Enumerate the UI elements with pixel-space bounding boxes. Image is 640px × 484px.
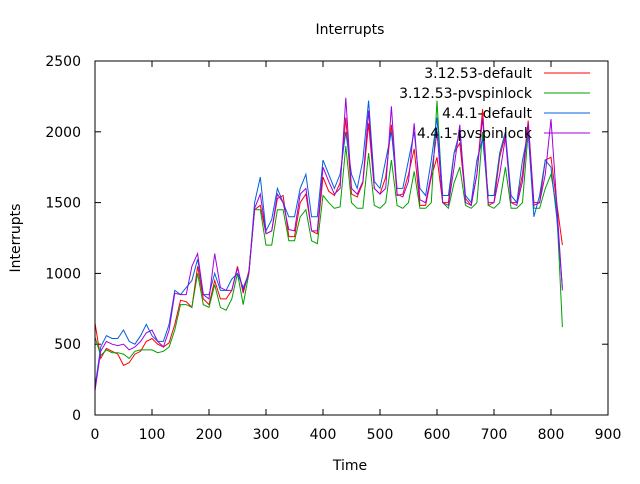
series-group: [94, 97, 563, 391]
legend-label: 3.12.53-default: [424, 66, 532, 82]
y-tick-label: 2500: [45, 54, 81, 70]
y-tick-label: 2000: [45, 125, 81, 141]
y-tick-label: 1000: [45, 266, 81, 282]
x-tick-label: 200: [196, 427, 223, 443]
x-tick-label: 400: [310, 427, 337, 443]
y-axis-label: Interrupts: [8, 204, 24, 273]
x-axis-label: Time: [332, 458, 367, 474]
x-tick-label: 800: [538, 427, 565, 443]
y-tick-label: 500: [54, 337, 81, 353]
axes: 0 100 200 300 400 500 600 700 800 900 0 500 1000 1500…: [45, 54, 621, 443]
x-tick-label: 500: [367, 427, 394, 443]
series-line-4.4.1-pvspinlock: [94, 97, 563, 391]
x-tick-label: 900: [595, 427, 622, 443]
legend-label: 3.12.53-pvspinlock: [399, 86, 533, 102]
x-tick-label: 0: [91, 427, 100, 443]
y-tick-label: 0: [72, 408, 81, 424]
x-tick-label: 700: [481, 427, 508, 443]
legend: 3.12.53-default 3.12.53-pvspinlock 4.4.1-d…: [399, 66, 590, 142]
series-line-4.4.1-default: [94, 100, 563, 387]
legend-label: 4.4.1-default: [442, 106, 532, 122]
x-tick-label: 600: [424, 427, 451, 443]
x-tick-label: 300: [253, 427, 280, 443]
chart-title: Interrupts: [316, 22, 385, 38]
legend-label: 4.4.1-pvspinlock: [417, 126, 533, 142]
y-tick-label: 1500: [45, 196, 81, 212]
plot-frame: [94, 60, 609, 416]
x-tick-label: 100: [139, 427, 166, 443]
series-line-3.12.53-default: [94, 109, 563, 367]
